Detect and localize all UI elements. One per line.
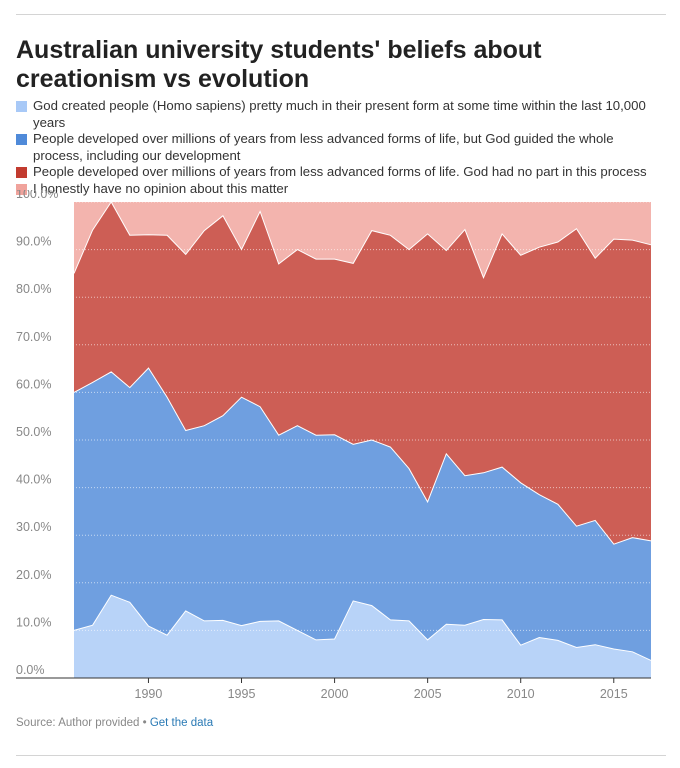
y-axis: 0.0% 10.0% 20.0% 30.0% 40.0% 50.0% 60.0% 70.0% 8… — [16, 190, 651, 679]
x-tick-label: 2010 — [507, 687, 535, 701]
legend-label: People developed over millions of years … — [33, 131, 614, 163]
y-tick-label: 40.0% — [16, 473, 51, 487]
y-tick-label: 20.0% — [16, 568, 51, 582]
area-layers — [74, 202, 651, 678]
x-tick-label: 2015 — [600, 687, 628, 701]
x-tick-label: 2005 — [414, 687, 442, 701]
source-text: Source: Author provided — [16, 717, 140, 729]
legend-label: God created people (Homo sapiens) pretty… — [33, 98, 646, 130]
boundary-line — [73, 594, 652, 661]
y-tick-label: 10.0% — [16, 615, 51, 629]
y-tick-label: 70.0% — [16, 330, 51, 344]
source-separator: • — [142, 717, 147, 729]
legend-item-no-opinion: I honestly have no opinion about this ma… — [16, 181, 666, 198]
y-tick-label: 60.0% — [16, 377, 51, 391]
area-naturalistic-evolution — [74, 202, 651, 545]
x-axis: 1990 1995 2000 2005 2010 2015 — [135, 678, 628, 701]
area-young-earth-creation — [74, 595, 651, 678]
legend-label: I honestly have no opinion about this ma… — [33, 180, 289, 196]
bottom-rule — [16, 755, 666, 756]
chart-title: Australian university students' beliefs … — [16, 36, 542, 93]
area-no-opinion — [74, 202, 651, 278]
legend: God created people (Homo sapiens) pretty… — [16, 98, 666, 197]
y-tick-label: 30.0% — [16, 520, 51, 534]
legend-label: People developed over millions of years … — [33, 164, 647, 179]
x-tick-label: 2000 — [321, 687, 349, 701]
y-tick-label: 100.0% — [16, 190, 58, 201]
y-tick-label: 50.0% — [16, 425, 51, 439]
legend-item-naturalistic-evolution: People developed over millions of years … — [16, 164, 666, 181]
legend-swatch — [16, 134, 27, 145]
y-tick-label: 90.0% — [16, 235, 51, 249]
boundary-line — [73, 201, 652, 280]
y-tick-label: 80.0% — [16, 282, 51, 296]
legend-swatch — [16, 101, 27, 112]
top-rule — [16, 14, 666, 15]
x-tick-label: 1990 — [135, 687, 163, 701]
series-boundaries — [73, 201, 652, 661]
legend-item-young-earth-creation: God created people (Homo sapiens) pretty… — [16, 98, 666, 131]
legend-swatch — [16, 167, 27, 178]
x-tick-label: 1995 — [228, 687, 256, 701]
y-tick-label: 0.0% — [16, 663, 45, 677]
area-god-guided-evolution — [74, 368, 651, 661]
legend-item-god-guided-evolution: People developed over millions of years … — [16, 131, 666, 164]
boundary-line — [73, 367, 652, 545]
get-the-data-link[interactable]: Get the data — [149, 717, 214, 729]
stacked-area-chart: 0.0% 10.0% 20.0% 30.0% 40.0% 50.0% 60.0% 70.0% 8… — [16, 190, 652, 701]
source-line: Source: Author provided • Get the data — [16, 717, 213, 729]
legend-swatch — [16, 183, 27, 195]
